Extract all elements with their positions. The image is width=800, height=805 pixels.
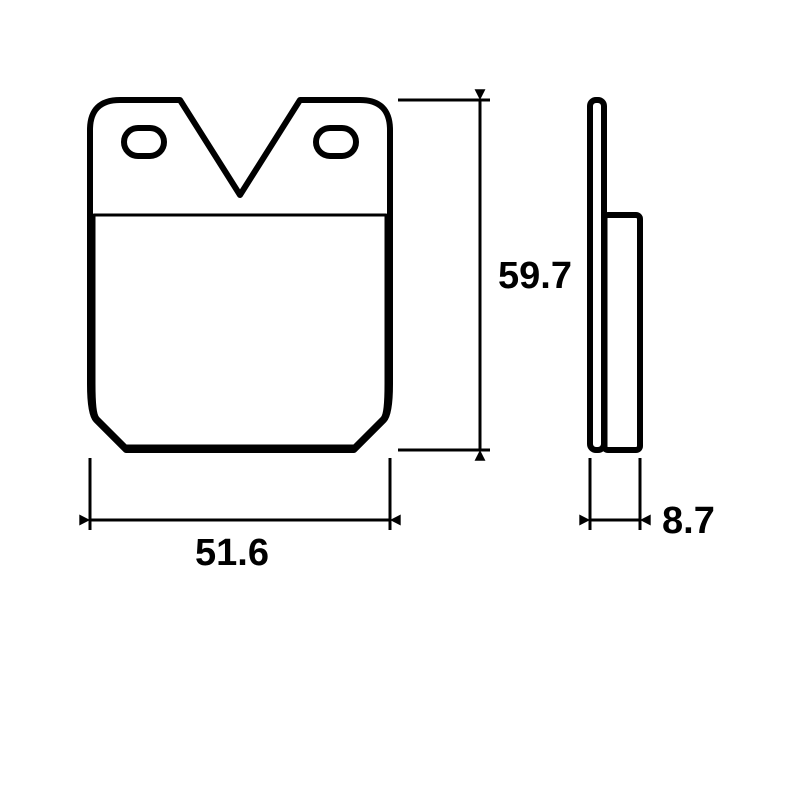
- diagram-container: 51.6 59.7 8.7: [0, 0, 800, 800]
- technical-drawing: [0, 0, 800, 800]
- thickness-dimension-label: 8.7: [662, 500, 715, 543]
- width-dimension-label: 51.6: [195, 532, 269, 575]
- height-dimension-label: 59.7: [498, 255, 572, 298]
